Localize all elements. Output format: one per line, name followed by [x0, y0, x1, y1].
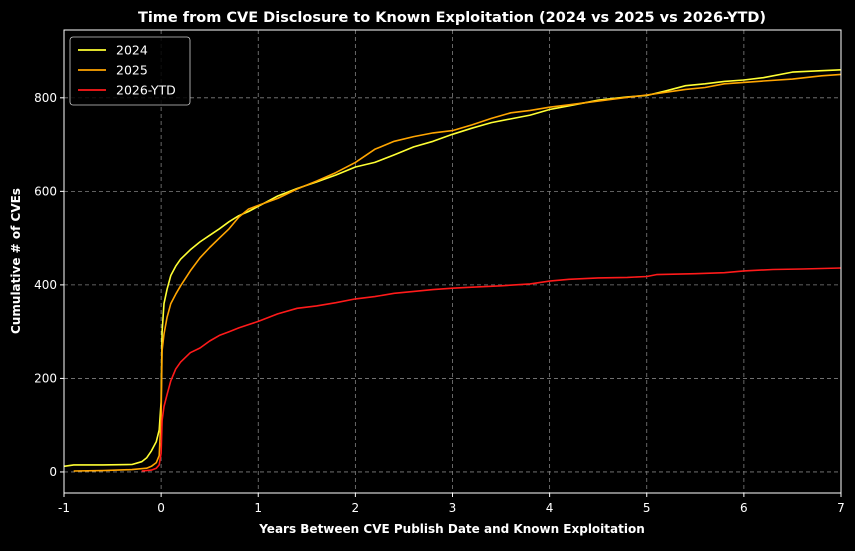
- y-tick-label: 800: [34, 91, 57, 105]
- x-tick-label: 7: [837, 501, 845, 515]
- x-tick-label: 1: [254, 501, 262, 515]
- ticks: -1 0 1 2 3 4 5 6 7 0 200 400 600 800: [34, 91, 845, 515]
- y-tick-label: 0: [49, 465, 57, 479]
- series-line-2025: [73, 73, 841, 472]
- x-tick-label: 6: [740, 501, 748, 515]
- legend: 2024 2025 2026-YTD: [69, 36, 191, 106]
- y-tick-label: 200: [34, 371, 57, 385]
- x-tick-label: 3: [449, 501, 457, 515]
- y-axis-label: Cumulative # of CVEs: [9, 188, 23, 334]
- legend-label-2026-ytd: 2026-YTD: [116, 83, 176, 98]
- chart-title: Time from CVE Disclosure to Known Exploi…: [138, 10, 766, 26]
- x-tick-label: 4: [546, 501, 554, 515]
- legend-label-2024: 2024: [116, 43, 148, 58]
- x-tick-label: 0: [157, 501, 165, 515]
- y-tick-label: 600: [34, 184, 57, 198]
- legend-box: [69, 36, 191, 106]
- x-tick-label: 2: [352, 501, 360, 515]
- series-lines: [64, 69, 841, 472]
- series-line-2026-ytd: [141, 267, 841, 472]
- y-tick-label: 400: [34, 278, 57, 292]
- x-tick-label: 5: [643, 501, 651, 515]
- x-tick-label: -1: [58, 501, 70, 515]
- legend-label-2025: 2025: [116, 63, 148, 78]
- x-axis-label: Years Between CVE Publish Date and Known…: [258, 522, 645, 536]
